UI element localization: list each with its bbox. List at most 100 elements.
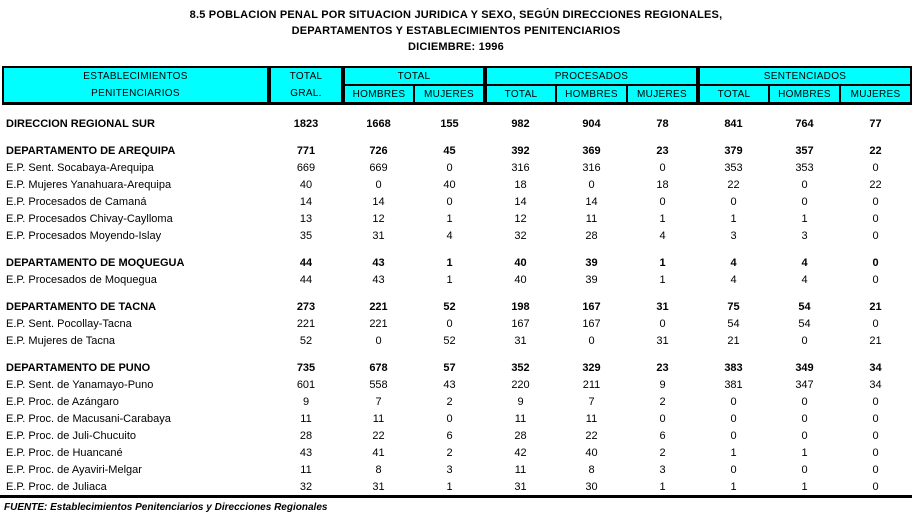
row-value: 31: [514, 480, 527, 493]
row-value: 40: [514, 273, 527, 286]
table-body: DIRECCION REGIONAL SUR 1823 1668 155 982 904 7…: [3, 104, 911, 496]
header-group-sentenciados: SENTENCIADOS: [696, 66, 912, 86]
spacer-cell: [3, 288, 911, 298]
row-value: 43: [372, 273, 385, 286]
row-value: 0: [872, 256, 879, 269]
row-label: DIRECCION REGIONAL SUR: [6, 117, 155, 130]
row-value: 4: [659, 229, 666, 242]
header-sub-procesados-total: TOTAL: [484, 84, 557, 105]
table-row: DEPARTAMENTO DE PUNO 735 678 57 352 329 23 383 3…: [3, 359, 911, 376]
row-value: 23: [656, 361, 669, 374]
row-value: 4: [446, 229, 453, 242]
row-value: 0: [730, 412, 737, 425]
row-value: 28: [514, 429, 527, 442]
spacer-row: [3, 132, 911, 142]
row-value: 11: [585, 212, 598, 225]
table-row: E.P. Sent. Pocollay-Tacna 221 221 0 167 167 0 5…: [3, 315, 911, 332]
bottom-divider: [0, 495, 912, 498]
row-value: 3: [659, 463, 666, 476]
table-row: DEPARTAMENTO DE TACNA 273 221 52 198 167 31 75 5…: [3, 298, 911, 315]
row-value: 11: [514, 463, 527, 476]
row-value: 52: [443, 300, 456, 313]
row-value: 0: [446, 412, 453, 425]
row-value: 381: [724, 378, 743, 391]
row-value: 2: [659, 446, 666, 459]
header-sub-total-hombres: HOMBRES: [342, 84, 415, 105]
row-value: 841: [724, 117, 743, 130]
row-value: 0: [801, 178, 808, 191]
table-row: DEPARTAMENTO DE MOQUEGUA 44 43 1 40 39 1 4 4 0: [3, 254, 911, 271]
row-value: 9: [302, 395, 310, 408]
row-label: E.P. Proc. de Juliaca: [6, 480, 107, 493]
table-row: E.P. Procesados Chivay-Caylloma 13 12 1 12 11…: [3, 210, 911, 227]
row-value: 558: [369, 378, 388, 391]
row-value: 22: [372, 429, 385, 442]
row-value: 30: [585, 480, 598, 493]
row-value: 221: [296, 317, 316, 330]
row-value: 329: [582, 361, 601, 374]
row-value: 0: [872, 446, 879, 459]
row-label: E.P. Sent. de Yanamayo-Puno: [6, 378, 154, 391]
row-value: 31: [514, 334, 527, 347]
row-value: 2: [446, 446, 453, 459]
spacer-cell: [3, 244, 911, 254]
row-value: 31: [656, 300, 669, 313]
row-label: E.P. Procesados Chivay-Caylloma: [6, 212, 173, 225]
row-value: 220: [511, 378, 530, 391]
row-value: 1: [659, 273, 666, 286]
row-value: 28: [585, 229, 598, 242]
row-value: 21: [727, 334, 740, 347]
row-value: 904: [582, 117, 601, 130]
row-value: 1: [801, 480, 808, 493]
row-value: 44: [299, 273, 313, 286]
row-value: 198: [511, 300, 530, 313]
row-value: 1823: [293, 117, 319, 130]
row-value: 40: [514, 256, 527, 269]
table-row: E.P. Sent. Socabaya-Arequipa 669 669 0 316 31…: [3, 159, 911, 176]
row-value: 1: [801, 212, 808, 225]
row-value: 4: [801, 273, 808, 286]
row-value: 2: [659, 395, 666, 408]
row-value: 352: [511, 361, 530, 374]
row-value: 1: [446, 480, 453, 493]
row-value: 40: [585, 446, 598, 459]
row-value: 31: [656, 334, 669, 347]
row-value: 0: [872, 412, 879, 425]
row-label: DEPARTAMENTO DE PUNO: [6, 361, 151, 374]
row-value: 0: [801, 334, 808, 347]
header-total-gral-line1: TOTAL: [289, 71, 323, 82]
row-value: 11: [300, 412, 312, 425]
spacer-row: [3, 244, 911, 254]
row-value: 0: [872, 161, 879, 174]
row-label: DEPARTAMENTO DE MOQUEGUA: [6, 256, 185, 269]
row-value: 0: [588, 178, 595, 191]
spacer-cell: [3, 349, 911, 359]
row-value: 14: [585, 195, 598, 208]
page-title-line2: DEPARTAMENTOS Y ESTABLECIMIENTOS PENITEN…: [291, 25, 621, 37]
spacer-cell: [3, 132, 911, 142]
row-value: 764: [795, 117, 814, 130]
row-value: 39: [585, 256, 598, 269]
spacer-row: [3, 288, 911, 298]
row-value: 21: [869, 300, 882, 313]
row-value: 2: [446, 395, 453, 408]
row-value: 22: [585, 429, 598, 442]
row-value: 221: [369, 300, 388, 313]
row-value: 0: [872, 229, 879, 242]
row-value: 0: [872, 395, 879, 408]
header-sub-sentenciados-hombres: HOMBRES: [768, 84, 841, 105]
row-value: 678: [369, 361, 388, 374]
row-value: 23: [656, 144, 669, 157]
row-value: 392: [511, 144, 530, 157]
row-value: 3: [446, 463, 453, 476]
header-group-procesados: PROCESADOS: [484, 66, 700, 86]
row-label: E.P. Procesados de Moquegua: [6, 273, 157, 286]
row-value: 0: [872, 429, 879, 442]
row-value: 75: [727, 300, 740, 313]
row-value: 0: [872, 463, 879, 476]
row-value: 167: [511, 317, 530, 330]
row-value: 369: [582, 144, 601, 157]
row-value: 4: [730, 273, 737, 286]
row-value: 18: [514, 178, 527, 191]
row-value: 22: [727, 178, 740, 191]
